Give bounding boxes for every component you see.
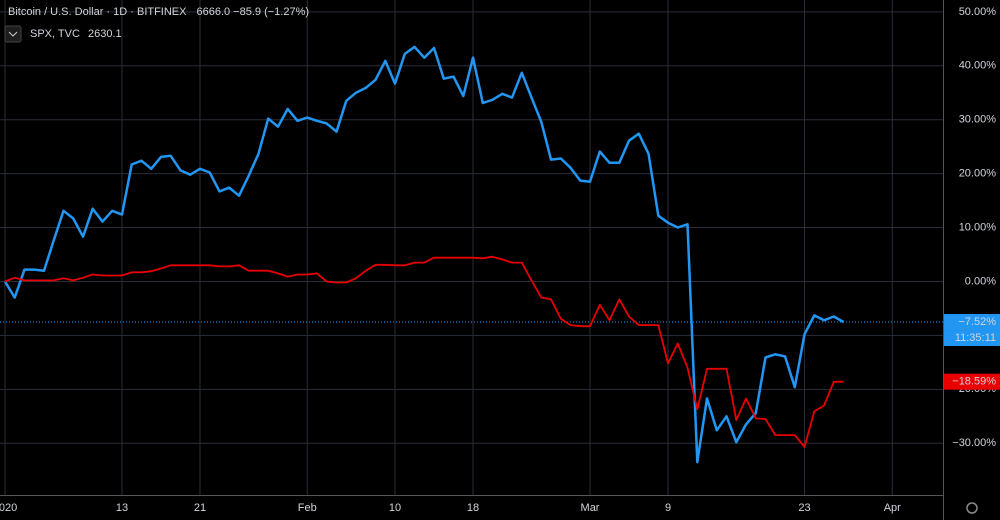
x-tick-label: 9 xyxy=(665,502,671,514)
series-line xyxy=(4,255,844,448)
symbol-title: Bitcoin / U.S. Dollar · 1D · BITFINEX xyxy=(8,6,187,18)
x-tick-label: 21 xyxy=(194,502,206,514)
x-tick-label: Feb xyxy=(298,502,317,514)
x-tick-label: Apr xyxy=(884,502,901,514)
collapse-button[interactable] xyxy=(4,25,22,43)
compare-quote: 2630.1 xyxy=(88,28,122,40)
price-tag xyxy=(944,314,1000,331)
countdown-tag xyxy=(944,330,1000,347)
settings-icon[interactable] xyxy=(966,502,978,514)
x-tick-label: 13 xyxy=(116,502,128,514)
x-tick-label: 2020 xyxy=(0,502,17,514)
y-tick-label: 30.00% xyxy=(959,114,997,126)
x-tick-label: 23 xyxy=(798,502,810,514)
symbol-quote: 6666.0 −85.9 (−1.27%) xyxy=(196,6,309,18)
y-tick-label: 50.00% xyxy=(959,6,997,18)
y-tick-label: 0.00% xyxy=(965,275,996,287)
x-tick-label: 10 xyxy=(389,502,401,514)
chevron-icon xyxy=(8,31,18,37)
y-tick-label: 10.00% xyxy=(959,221,997,233)
series-line xyxy=(3,45,845,464)
y-tick-label: −30.00% xyxy=(952,437,996,449)
price-tag-label: −18.59% xyxy=(952,376,996,388)
countdown-label: 11:35:11 xyxy=(955,332,996,344)
price-tag-label: −7.52% xyxy=(958,316,996,328)
x-tick-label: 18 xyxy=(467,502,479,514)
price-tag xyxy=(944,373,1000,390)
axis: −30.00%−20.00%−10.00%0.00%10.00%20.00%30… xyxy=(0,6,1000,514)
grid xyxy=(0,0,943,495)
x-tick-label: Mar xyxy=(581,502,600,514)
compare-title: SPX, TVC xyxy=(30,28,80,40)
y-tick-label: 20.00% xyxy=(959,168,997,180)
y-tick-label: 40.00% xyxy=(959,60,997,72)
plot xyxy=(0,45,943,464)
